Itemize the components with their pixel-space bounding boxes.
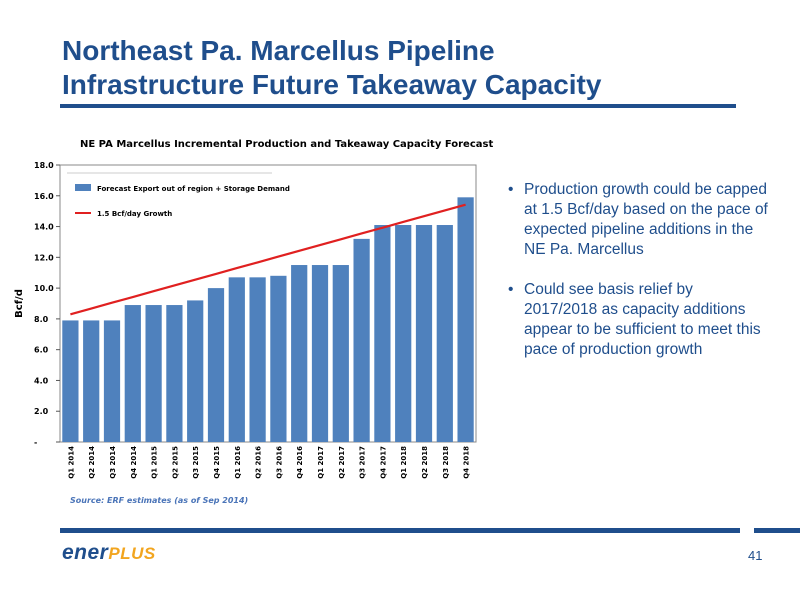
y-tick-label: 16.0 [34,192,54,201]
bar [374,225,391,442]
x-tick-label: Q3 2018 [442,446,450,479]
bullet-text: Could see basis relief by 2017/2018 as c… [524,281,761,358]
x-tick-label: Q4 2016 [296,446,304,479]
footer-rule-end [754,528,800,533]
legend-swatch-bar [75,184,91,191]
x-tick-label: Q2 2016 [255,446,263,479]
x-tick-label: Q3 2017 [359,446,367,479]
chart-title: NE PA Marcellus Incremental Production a… [80,139,494,150]
x-tick-label: Q1 2014 [67,446,75,479]
x-tick-label: Q2 2014 [88,446,96,479]
x-tick-label: Q4 2014 [130,446,138,479]
chart-source: Source: ERF estimates (as of Sep 2014) [70,496,249,505]
x-tick-label: Q3 2016 [275,446,283,479]
slide-title: Northeast Pa. Marcellus Pipeline Infrast… [62,34,752,102]
x-tick-label: Q2 2017 [338,446,346,479]
title-underline [60,104,736,108]
legend-label-line: 1.5 Bcf/day Growth [97,210,172,218]
bar [270,275,287,442]
bar [103,320,121,442]
bar [291,265,308,442]
plot-area [59,164,477,443]
page-number: 41 [748,548,763,563]
growth-line [70,203,466,316]
x-tick-label: Q3 2014 [109,446,117,479]
bar [62,320,79,442]
bullet-dot-icon: • [508,281,514,298]
bar [457,197,474,442]
y-tick-label: 18.0 [34,161,54,170]
enerplus-logo: enerPLUS [62,541,156,565]
bullet-item: • Production growth could be capped at 1… [508,180,770,260]
bar [145,305,162,442]
bar [353,238,370,442]
footer-rule [60,528,740,533]
y-axis-label: Bcf/d [14,289,25,318]
bar [332,265,349,442]
legend-label-bar: Forecast Export out of region + Storage … [97,185,290,193]
bullet-dot-icon: • [508,181,514,198]
legend-box [67,171,272,223]
x-tick-label: Q2 2018 [421,446,429,479]
bar [83,320,100,442]
y-tick-label: 4.0 [34,376,49,385]
x-tick-label: Q1 2018 [400,446,408,479]
bar [228,277,245,442]
y-tick-label: 6.0 [34,346,49,355]
bar [249,277,266,442]
x-tick-label: Q1 2017 [317,446,325,479]
y-tick-label: 14.0 [34,223,54,232]
x-tick-label: Q4 2017 [379,446,387,479]
bullet-list: • Production growth could be capped at 1… [508,180,770,380]
bar [187,300,204,442]
x-tick-label: Q3 2015 [192,446,200,479]
bar [166,305,183,442]
bar [311,265,329,442]
x-tick-label: Q4 2015 [213,446,221,479]
slide-title-line1: Northeast Pa. Marcellus Pipeline [62,35,495,66]
bar [436,225,453,442]
logo-text-plus: PLUS [108,544,156,563]
x-tick-label: Q4 2018 [463,446,471,479]
y-tick-label: 12.0 [34,253,54,262]
y-tick-label: - [34,438,37,447]
x-tick-label: Q1 2016 [234,446,242,479]
bar [207,288,225,442]
y-tick-label: 10.0 [34,284,54,293]
slide-title-line2: Infrastructure Future Takeaway Capacity [62,69,602,100]
bar [395,225,412,442]
y-tick-label: 2.0 [34,407,49,416]
x-tick-label: Q1 2015 [151,446,159,479]
bar [124,305,141,442]
bullet-item: • Could see basis relief by 2017/2018 as… [508,280,770,360]
bullet-text: Production growth could be capped at 1.5… [524,181,768,258]
bar [415,225,433,442]
y-tick-label: 8.0 [34,315,49,324]
x-tick-label: Q2 2015 [171,446,179,479]
logo-text-ener: ener [62,541,109,564]
